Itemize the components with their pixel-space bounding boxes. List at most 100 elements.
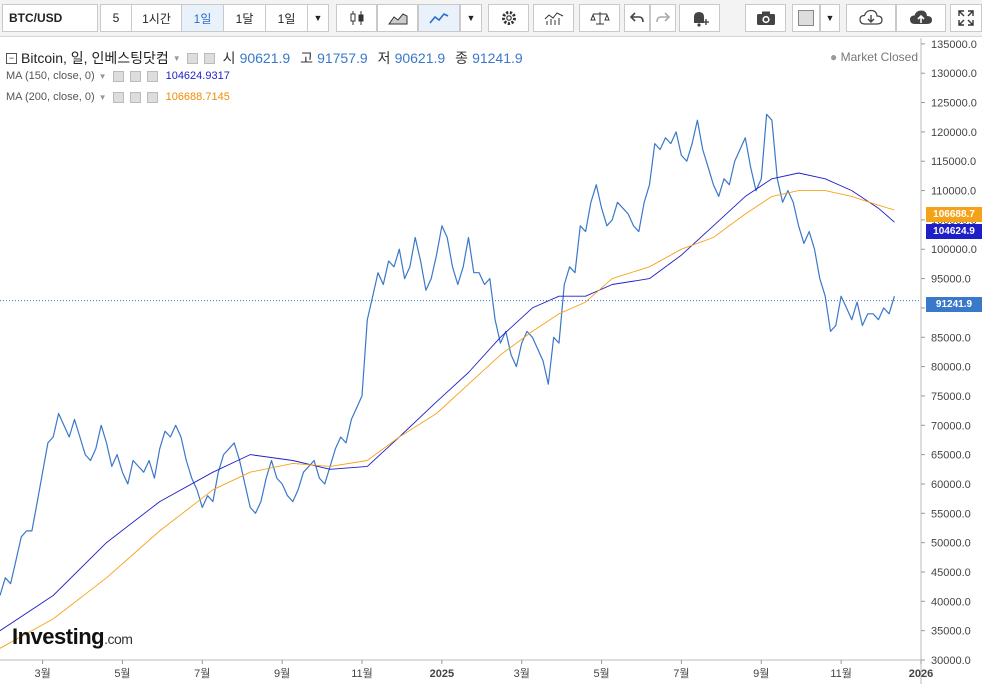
screenshot-button[interactable] — [745, 4, 786, 32]
alert-button[interactable] — [679, 4, 720, 32]
dropdown-caret-icon: ▼ — [313, 13, 323, 23]
dropdown-caret-icon: ▼ — [825, 13, 835, 23]
y-tick-label: 45000.0 — [931, 567, 971, 579]
ohlc-high-label: 고 — [300, 50, 314, 66]
camera-icon — [756, 11, 775, 25]
price-chart[interactable]: 30000.0 35000.0 40000.0 45000.0 50000.0 55000… — [0, 38, 982, 684]
close-icon[interactable] — [146, 70, 158, 82]
redo-icon — [656, 12, 671, 23]
ma200-value: 106688.7145 — [165, 91, 230, 103]
ohlc-close-value: 91241.9 — [472, 50, 523, 66]
ohlc-open-label: 시 — [222, 50, 236, 66]
last-price-tag: 91241.9 — [926, 297, 982, 312]
symbol-input[interactable]: BTC/USD — [2, 4, 98, 32]
interval-5[interactable]: 5 — [100, 4, 132, 32]
x-tick-label: 9월 — [274, 667, 290, 680]
x-tick-label: 7월 — [194, 667, 210, 680]
dropdown-caret-icon: ▼ — [466, 13, 476, 23]
ma150-label: MA (150, close, 0) — [6, 70, 95, 82]
price-series-line — [0, 113, 895, 596]
ma150-series-line — [0, 172, 895, 632]
x-tick-label: 9월 — [753, 667, 769, 680]
fullscreen-icon — [958, 10, 974, 26]
interval-1d-alt[interactable]: 1일 — [265, 4, 308, 32]
settings-button[interactable] — [488, 4, 529, 32]
x-tick-label: 5월 — [114, 667, 130, 680]
area-chart-icon — [387, 13, 407, 25]
ma200-series-line — [0, 190, 895, 649]
chart-toolbar: BTC/USD 5 1시간 1일 1달 1일 ▼ ▼ — [0, 0, 982, 37]
y-tick-label: 85000.0 — [931, 332, 971, 344]
redo-button[interactable] — [650, 4, 676, 32]
line-chart-button[interactable] — [418, 4, 460, 32]
settings-gear-icon[interactable] — [203, 52, 215, 64]
chart-type-dropdown-button[interactable]: ▼ — [460, 4, 482, 32]
color-picker-button[interactable] — [792, 4, 820, 32]
y-tick-label: 95000.0 — [931, 274, 971, 286]
dropdown-caret-icon[interactable]: ▼ — [172, 53, 181, 63]
x-tick-label: 11월 — [830, 667, 852, 680]
alert-bell-icon — [693, 12, 709, 27]
logo-suffix: .com — [104, 631, 133, 647]
interval-1h[interactable]: 1시간 — [131, 4, 182, 32]
load-layout-button[interactable] — [846, 4, 896, 32]
ma150-price-tag: 104624.9 — [926, 224, 982, 239]
ohlc-low-value: 90621.9 — [394, 50, 446, 66]
y-tick-label: 100000.0 — [931, 244, 977, 256]
ma150-legend: MA (150, close, 0) ▼ 104624.9317 — [6, 70, 230, 82]
undo-button[interactable] — [624, 4, 650, 32]
ma200-price-tag: 106688.7 — [926, 207, 982, 222]
color-square-icon — [798, 10, 814, 26]
color-dropdown-button[interactable]: ▼ — [820, 4, 840, 32]
fullscreen-button[interactable] — [950, 4, 982, 32]
y-tick-label: 115000.0 — [931, 156, 976, 168]
legend-title: Bitcoin, 일, 인베스팅닷컴 — [21, 50, 169, 66]
ma150-value: 104624.9317 — [165, 70, 230, 82]
investing-logo: Investing.com — [12, 624, 133, 650]
line-chart-icon — [429, 13, 449, 24]
logo-name: Investing — [12, 624, 105, 649]
ma200-label: MA (200, close, 0) — [6, 91, 95, 103]
visibility-toggle-icon[interactable] — [112, 70, 124, 82]
ohlc-high-value: 91757.9 — [317, 50, 368, 66]
undo-icon — [629, 12, 644, 23]
visibility-toggle-icon[interactable] — [186, 52, 198, 64]
settings-gear-icon — [501, 11, 516, 25]
y-tick-label: 125000.0 — [931, 98, 977, 110]
y-tick-label: 110000.0 — [931, 186, 976, 198]
y-tick-label: 55000.0 — [931, 508, 971, 520]
close-icon[interactable] — [146, 91, 158, 103]
y-tick-label: 75000.0 — [931, 391, 971, 403]
y-tick-label: 60000.0 — [931, 479, 971, 491]
settings-gear-icon[interactable] — [129, 91, 141, 103]
cloud-upload-icon — [910, 10, 932, 24]
indicators-button[interactable] — [533, 4, 574, 32]
y-tick-label: 50000.0 — [931, 538, 971, 550]
ohlc-low-label: 저 — [377, 50, 391, 66]
market-status-label: Market Closed — [840, 50, 918, 64]
save-layout-button[interactable] — [896, 4, 946, 32]
interval-dropdown-button[interactable]: ▼ — [307, 4, 329, 32]
y-tick-label: 65000.0 — [931, 450, 971, 462]
status-dot-icon: ● — [830, 50, 838, 64]
area-chart-button[interactable] — [377, 4, 418, 32]
market-status: ● Market Closed — [830, 50, 918, 64]
x-tick-label: 2025 — [430, 668, 454, 680]
interval-1mo[interactable]: 1달 — [223, 4, 266, 32]
compare-button[interactable] — [579, 4, 620, 32]
chart-area[interactable]: 30000.0 35000.0 40000.0 45000.0 50000.0 55000… — [0, 38, 982, 684]
ohlc-close-label: 종 — [455, 50, 469, 66]
settings-gear-icon[interactable] — [129, 70, 141, 82]
collapse-legend-icon[interactable]: − — [6, 52, 17, 64]
x-tick-label: 5월 — [593, 667, 609, 680]
candles-icon — [350, 11, 363, 25]
compare-scale-icon — [589, 12, 610, 25]
interval-1d-active[interactable]: 1일 — [181, 4, 224, 32]
visibility-toggle-icon[interactable] — [112, 91, 124, 103]
indicators-icon — [544, 12, 563, 25]
x-tick-label: 7월 — [673, 667, 689, 680]
candles-button[interactable] — [336, 4, 377, 32]
dropdown-caret-icon[interactable]: ▼ — [98, 71, 107, 81]
x-tick-label: 3월 — [34, 667, 50, 680]
dropdown-caret-icon[interactable]: ▼ — [98, 92, 107, 102]
